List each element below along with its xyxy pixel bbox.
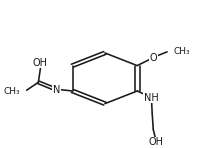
- Text: OH: OH: [33, 58, 48, 68]
- Text: NH: NH: [144, 92, 158, 103]
- Text: O: O: [150, 53, 157, 63]
- Text: CH₃: CH₃: [3, 87, 20, 96]
- Text: N: N: [53, 85, 60, 95]
- Text: OH: OH: [149, 137, 164, 147]
- Text: CH₃: CH₃: [173, 47, 190, 56]
